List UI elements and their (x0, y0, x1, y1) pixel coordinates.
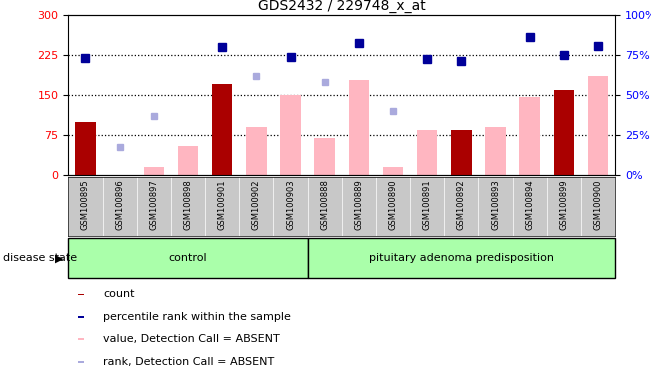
Text: GSM100899: GSM100899 (559, 180, 568, 230)
Text: GSM100890: GSM100890 (389, 180, 398, 230)
Bar (451, 129, 471, 175)
Text: count: count (103, 290, 134, 300)
Bar (77, 338, 84, 340)
Bar (383, 167, 403, 175)
Text: GSM100894: GSM100894 (525, 180, 534, 230)
Text: GSM100898: GSM100898 (184, 180, 193, 230)
Bar (519, 97, 540, 175)
Text: rank, Detection Call = ABSENT: rank, Detection Call = ABSENT (103, 357, 274, 367)
Bar (77, 361, 84, 362)
Text: GSM100892: GSM100892 (457, 180, 466, 230)
Bar (143, 167, 164, 175)
Text: value, Detection Call = ABSENT: value, Detection Call = ABSENT (103, 334, 280, 344)
Bar (77, 316, 84, 318)
Bar (246, 127, 266, 175)
Bar (588, 76, 608, 175)
Text: percentile rank within the sample: percentile rank within the sample (103, 312, 291, 322)
Text: GSM100896: GSM100896 (115, 180, 124, 230)
Text: GSM100900: GSM100900 (594, 180, 603, 230)
Bar (349, 80, 369, 175)
Bar (485, 127, 506, 175)
Text: control: control (169, 253, 207, 263)
Text: GSM100895: GSM100895 (81, 180, 90, 230)
Bar (417, 129, 437, 175)
Text: GSM100903: GSM100903 (286, 180, 295, 230)
Bar (76, 122, 96, 175)
Bar (314, 137, 335, 175)
Bar (178, 146, 198, 175)
Text: GSM100893: GSM100893 (491, 180, 500, 230)
Text: GSM100888: GSM100888 (320, 180, 329, 230)
Text: pituitary adenoma predisposition: pituitary adenoma predisposition (369, 253, 554, 263)
FancyBboxPatch shape (68, 238, 307, 278)
Title: GDS2432 / 229748_x_at: GDS2432 / 229748_x_at (258, 0, 426, 13)
Bar (553, 90, 574, 175)
Bar (212, 84, 232, 175)
Text: disease state: disease state (3, 253, 77, 263)
Text: GSM100897: GSM100897 (149, 180, 158, 230)
FancyBboxPatch shape (307, 238, 615, 278)
Bar (77, 293, 84, 295)
Text: GSM100901: GSM100901 (217, 180, 227, 230)
Text: GSM100891: GSM100891 (422, 180, 432, 230)
Text: ▶: ▶ (55, 253, 64, 263)
Bar (280, 95, 301, 175)
Text: GSM100889: GSM100889 (354, 180, 363, 230)
Text: GSM100902: GSM100902 (252, 180, 261, 230)
